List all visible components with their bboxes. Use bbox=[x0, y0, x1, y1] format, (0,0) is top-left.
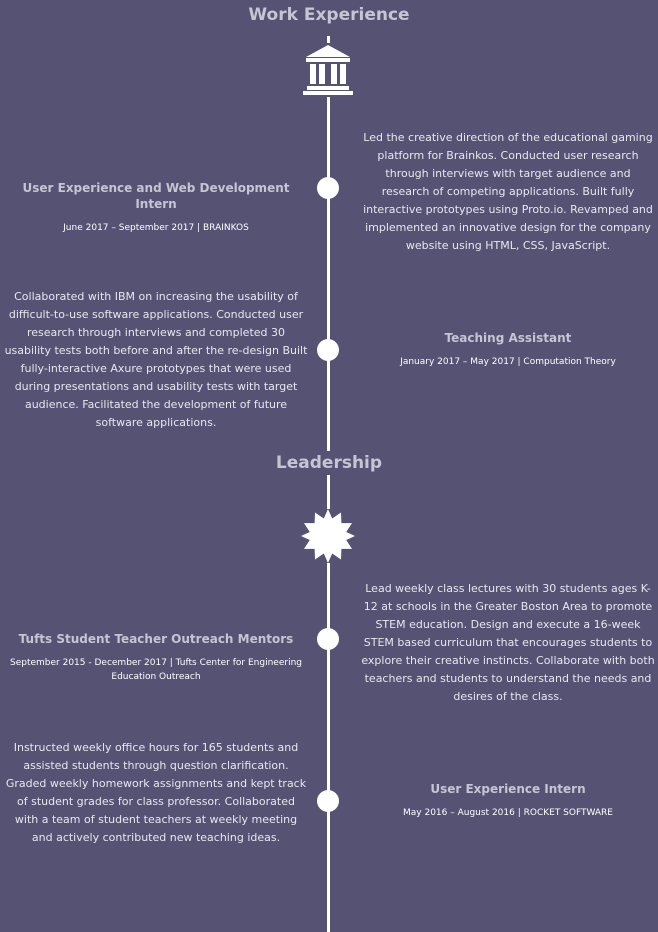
entry-meta: September 2015 - December 2017 | Tufts C… bbox=[10, 658, 302, 682]
starburst-icon bbox=[301, 509, 355, 563]
timeline-node bbox=[317, 628, 339, 650]
timeline-entry-header: User Experience and Web Development Inte… bbox=[8, 180, 304, 235]
work-experience-heading: Work Experience bbox=[0, 3, 658, 27]
entry-title: User Experience and Web Development Inte… bbox=[22, 181, 290, 211]
timeline-entry-header: User Experience Intern May 2016 – August… bbox=[360, 781, 656, 820]
entry-title: Teaching Assistant bbox=[444, 331, 572, 345]
timeline-node bbox=[317, 339, 339, 361]
timeline-node bbox=[317, 177, 339, 199]
timeline-node bbox=[317, 790, 339, 812]
timeline-line bbox=[327, 36, 330, 932]
timeline-entry-header: Teaching Assistant January 2017 – May 20… bbox=[360, 330, 656, 369]
timeline-entry-header: Tufts Student Teacher Outreach Mentors S… bbox=[6, 631, 306, 684]
entry-description: Led the creative direction of the educat… bbox=[363, 131, 653, 252]
entry-meta: May 2016 – August 2016 | ROCKET SOFTWARE bbox=[403, 808, 613, 818]
entry-title: Tufts Student Teacher Outreach Mentors bbox=[18, 632, 294, 646]
entry-description: Collaborated with IBM on increasing the … bbox=[4, 290, 308, 429]
entry-description: Instructed weekly office hours for 165 s… bbox=[5, 741, 307, 844]
entry-meta: January 2017 – May 2017 | Computation Th… bbox=[400, 357, 616, 367]
entry-title: User Experience Intern bbox=[430, 782, 586, 796]
entry-meta: June 2017 – September 2017 | BRAINKOS bbox=[63, 223, 249, 233]
entry-description: Lead weekly class lectures with 30 stude… bbox=[361, 582, 655, 703]
building-columns-icon bbox=[301, 43, 355, 97]
leadership-heading: Leadership bbox=[0, 451, 658, 475]
